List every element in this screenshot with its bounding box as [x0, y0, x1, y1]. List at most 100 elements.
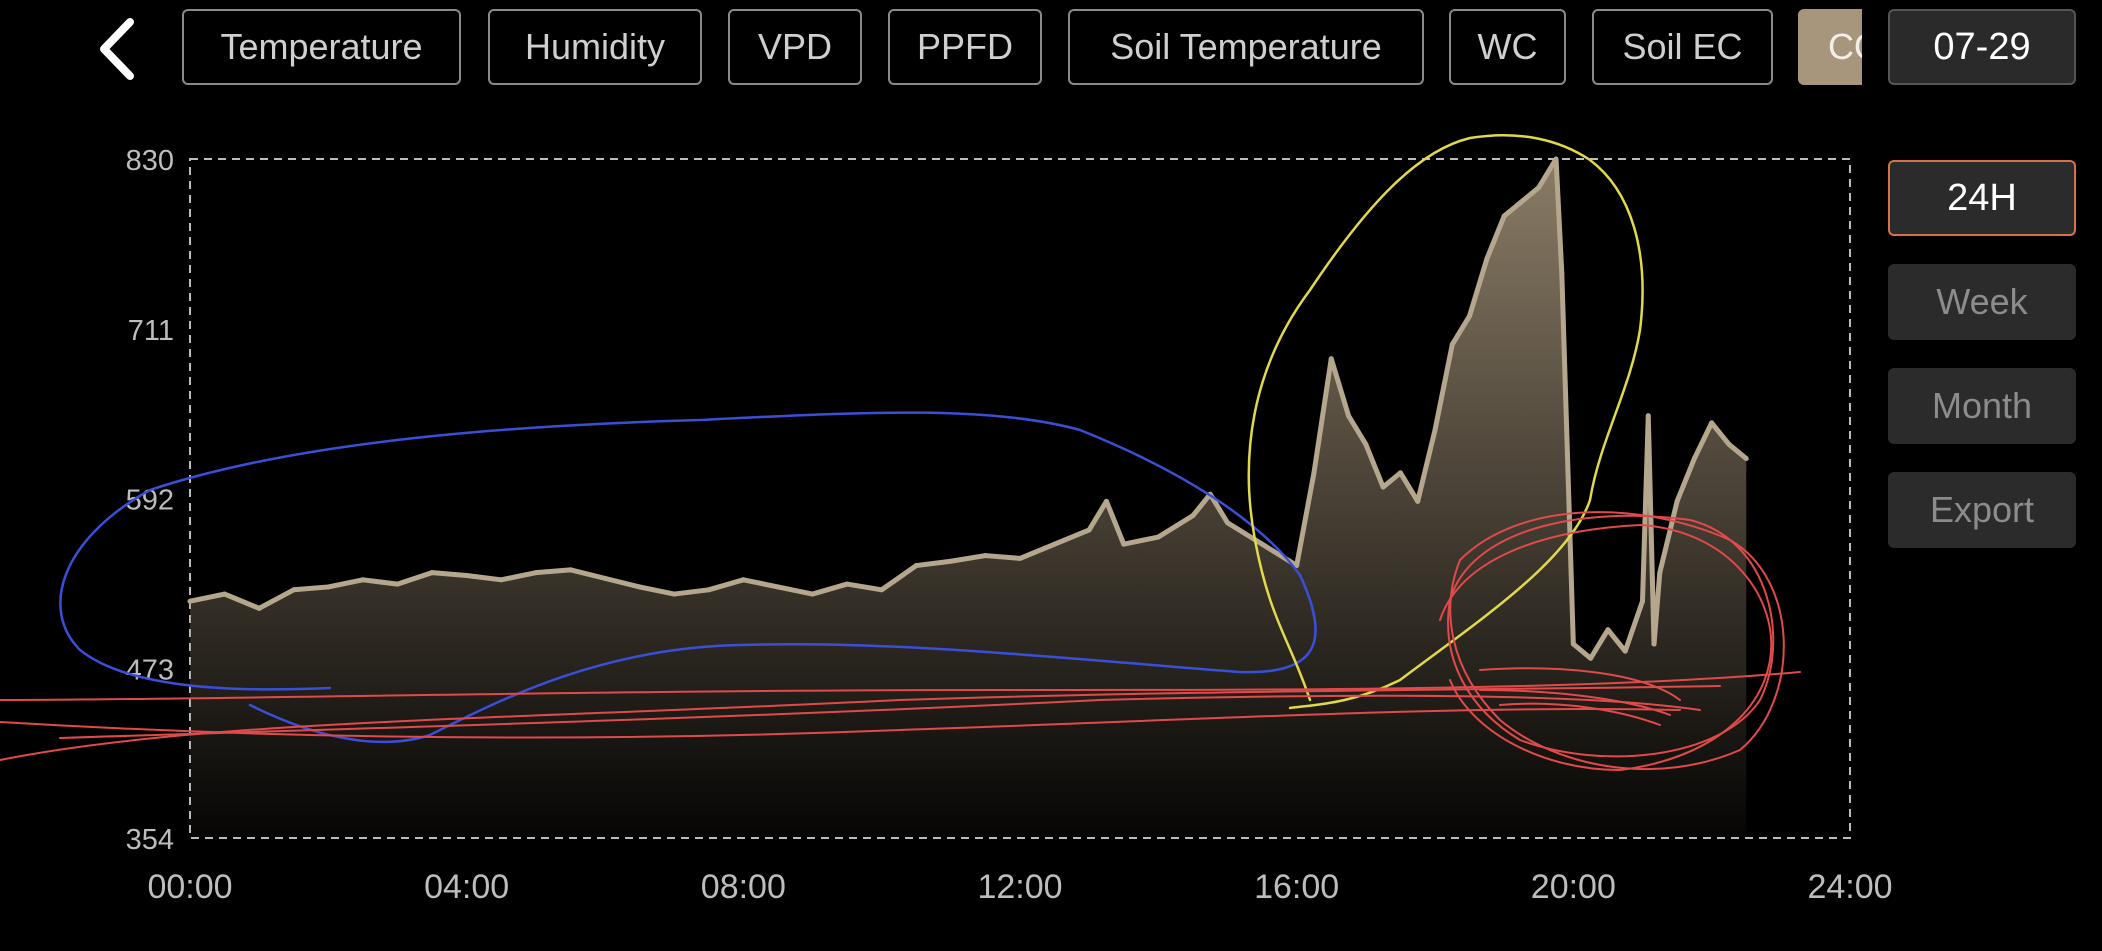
data-point: [1622, 648, 1628, 654]
data-point: [567, 567, 573, 573]
series-line: [189, 156, 1748, 661]
x-tick-label: 04:00: [424, 868, 509, 906]
data-point: [1121, 541, 1127, 547]
data-point: [325, 584, 331, 590]
data-point: [1605, 627, 1611, 633]
data-point: [1052, 541, 1058, 547]
data-point: [1432, 427, 1438, 433]
y-tick-label: 473: [126, 654, 174, 686]
data-point: [1190, 513, 1196, 519]
tab-vpd[interactable]: VPD: [728, 9, 862, 85]
tab-temperature[interactable]: Temperature: [182, 9, 461, 85]
data-point: [1380, 484, 1386, 490]
tab-soil-ec[interactable]: Soil EC: [1592, 9, 1773, 85]
data-point: [1449, 341, 1455, 347]
data-point: [1536, 185, 1542, 191]
range-24h-button[interactable]: 24H: [1888, 160, 2076, 236]
date-picker-button[interactable]: 07-29: [1888, 9, 2076, 85]
tab-soil-temperature[interactable]: Soil Temperature: [1068, 9, 1424, 85]
data-point: [1640, 598, 1645, 604]
data-point: [879, 587, 885, 593]
x-tick-label: 24:00: [1807, 868, 1892, 906]
data-point: [1086, 527, 1092, 533]
x-tick-label: 20:00: [1531, 868, 1616, 906]
data-point: [1501, 213, 1507, 219]
data-point: [775, 584, 781, 590]
data-point: [1397, 470, 1403, 476]
annotation-blue-loop: [59, 411, 1317, 744]
data-points: [187, 156, 1749, 661]
data-point: [1155, 534, 1161, 540]
data-point: [222, 591, 228, 597]
data-point: [1294, 563, 1300, 569]
range-week-button[interactable]: Week: [1888, 264, 2076, 340]
data-point: [1017, 555, 1023, 561]
data-point: [1259, 541, 1265, 547]
data-point: [1415, 498, 1421, 504]
data-point: [1346, 413, 1352, 419]
tab-ppfd[interactable]: PPFD: [888, 9, 1042, 85]
y-tick-label: 354: [126, 824, 174, 856]
x-tick-label: 12:00: [977, 868, 1062, 906]
y-tick-label: 711: [128, 315, 174, 347]
data-point: [498, 577, 504, 583]
tab-wc[interactable]: WC: [1449, 9, 1566, 85]
data-point: [1363, 441, 1369, 447]
annotation-yellow-loop: [1247, 134, 1644, 710]
metric-tabs: Temperature Humidity VPD PPFD Soil Tempe…: [182, 9, 1862, 89]
series-area: [190, 159, 1747, 838]
data-point: [1588, 655, 1594, 661]
data-point: [1674, 498, 1680, 504]
data-point: [533, 570, 539, 576]
data-point: [810, 591, 815, 597]
data-point: [360, 577, 366, 583]
data-point: [1225, 520, 1230, 526]
x-tick-label: 16:00: [1254, 868, 1339, 906]
data-point: [1743, 456, 1749, 462]
data-point: [464, 573, 470, 579]
data-point: [1311, 470, 1317, 476]
data-point: [1645, 413, 1651, 419]
data-point: [1103, 498, 1109, 504]
data-point: [1518, 199, 1524, 205]
data-point: [637, 584, 643, 590]
data-point: [706, 587, 712, 593]
tab-humidity[interactable]: Humidity: [488, 9, 702, 85]
data-point: [291, 587, 297, 593]
annotation-red-scribbles: [0, 511, 1801, 772]
annotations: [0, 134, 1801, 772]
data-point: [948, 558, 954, 564]
data-point: [1559, 270, 1565, 276]
chevron-left-icon: [100, 18, 134, 80]
data-point: [1709, 420, 1715, 426]
data-point: [1657, 570, 1663, 576]
data-point: [395, 581, 400, 587]
data-point: [187, 598, 193, 604]
data-point: [1691, 456, 1697, 462]
x-axis: 00:00 04:00 08:00 12:00 16:00 20:00 24:00: [147, 868, 1892, 906]
data-point: [1484, 256, 1490, 262]
data-point: [740, 577, 746, 583]
tab-co2[interactable]: CO2: [1798, 9, 1862, 85]
x-tick-label: 08:00: [701, 868, 786, 906]
x-tick-label: 00:00: [147, 868, 232, 906]
data-point: [1553, 156, 1559, 162]
data-point: [256, 605, 262, 611]
y-tick-label: 830: [126, 145, 174, 177]
data-point: [982, 553, 988, 559]
range-month-button[interactable]: Month: [1888, 368, 2076, 444]
data-point: [913, 563, 919, 569]
data-point: [1467, 313, 1473, 319]
data-point: [844, 581, 850, 587]
data-point: [1328, 356, 1334, 362]
data-point: [1726, 441, 1732, 447]
data-point: [602, 575, 608, 581]
data-point: [429, 570, 435, 576]
export-button[interactable]: Export: [1888, 472, 2076, 548]
data-point: [1651, 641, 1657, 647]
data-point: [671, 591, 677, 597]
data-point: [1570, 641, 1576, 647]
back-button[interactable]: [92, 14, 152, 84]
